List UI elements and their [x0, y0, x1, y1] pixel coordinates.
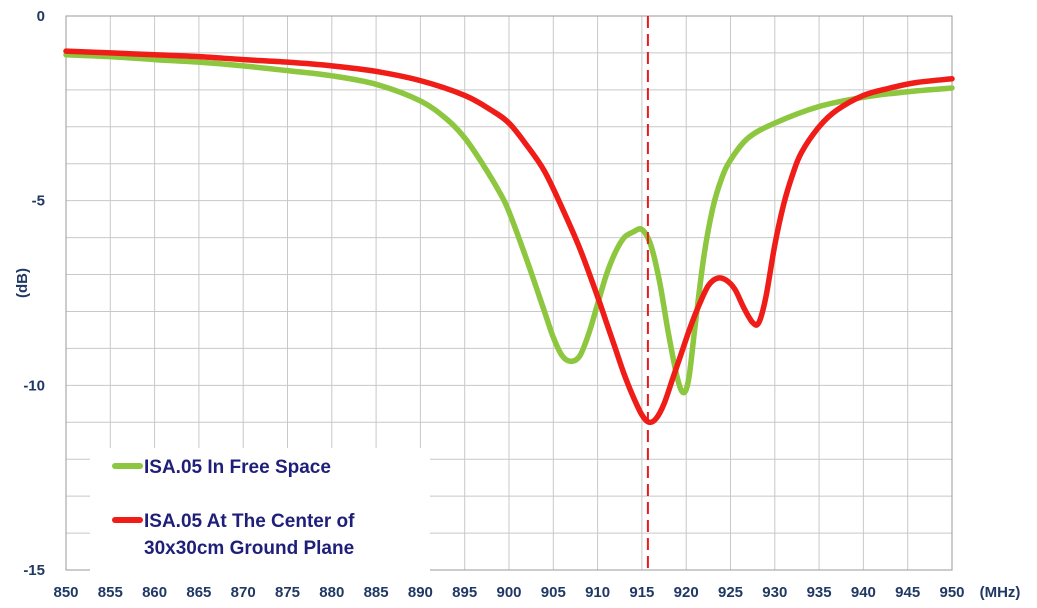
legend: ISA.05 In Free Space ISA.05 At The Center… [90, 448, 430, 573]
x-tick-label: 905 [541, 584, 566, 601]
y-tick-label: -5 [32, 193, 45, 210]
x-tick-label: 930 [762, 584, 787, 601]
series-line-2 [63, 48, 955, 426]
x-tick-label: 885 [364, 584, 389, 601]
plot-frame [65, 15, 953, 571]
y-tick-label: 0 [37, 8, 45, 25]
x-tick-label: 880 [319, 584, 344, 601]
x-tick-label: 865 [186, 584, 211, 601]
legend-label-2: ISA.05 At The Center of [144, 511, 355, 532]
x-tick-label: 925 [718, 584, 743, 601]
series-lines [63, 48, 955, 426]
x-tick-label: 890 [408, 584, 433, 601]
x-tick-label: 870 [231, 584, 256, 601]
x-axis-title: (MHz) [980, 584, 1021, 601]
legend-label-2: 30x30cm Ground Plane [144, 538, 354, 559]
x-tick-label: 910 [585, 584, 610, 601]
x-tick-label: 860 [142, 584, 167, 601]
y-axis-title: (dB) [14, 268, 31, 298]
x-axis-ticks: 850 855 860 865 870 875 880 885 890 895 900 905 910 9… [53, 584, 964, 601]
y-tick-label: -10 [23, 377, 45, 394]
y-tick-label: -15 [23, 562, 45, 579]
x-tick-label: 945 [895, 584, 920, 601]
x-tick-label: 895 [452, 584, 477, 601]
x-tick-label: 915 [629, 584, 654, 601]
x-tick-label: 950 [939, 584, 964, 601]
x-tick-label: 875 [275, 584, 300, 601]
series-line-1 [63, 52, 955, 396]
x-tick-label: 940 [851, 584, 876, 601]
x-tick-label: 850 [53, 584, 78, 601]
y-axis-ticks: 0 -5 -10 -15 [23, 8, 45, 579]
legend-box [90, 448, 430, 573]
x-tick-label: 920 [674, 584, 699, 601]
x-tick-label: 900 [496, 584, 521, 601]
x-tick-label: 935 [807, 584, 832, 601]
legend-label-1: ISA.05 In Free Space [144, 457, 331, 478]
x-tick-label: 855 [98, 584, 123, 601]
